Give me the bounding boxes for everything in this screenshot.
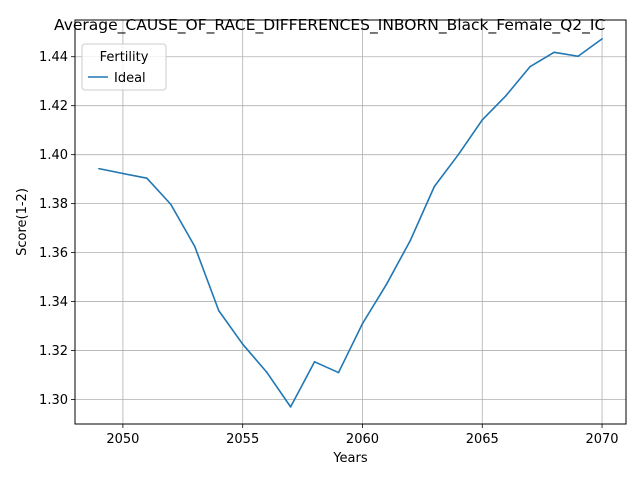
y-tick-label-2: 1.34 xyxy=(39,295,68,310)
y-tick-label-5: 1.40 xyxy=(39,148,68,163)
data-point-2065 xyxy=(481,119,483,121)
x-tick-label-2060: 2060 xyxy=(346,432,379,447)
data-point-2069 xyxy=(577,55,579,57)
data-point-2063 xyxy=(434,186,436,188)
data-point-2058 xyxy=(314,361,316,363)
data-point-2054 xyxy=(218,310,220,312)
x-tick-label-2050: 2050 xyxy=(106,432,139,447)
data-point-2059 xyxy=(338,372,340,374)
data-point-2067 xyxy=(529,66,531,68)
y-tick-label-3: 1.36 xyxy=(39,246,68,261)
legend: Fertility Ideal xyxy=(82,44,166,90)
y-tick-label-1: 1.32 xyxy=(39,344,68,359)
y-tick-label-0: 1.30 xyxy=(39,393,68,408)
data-point-2064 xyxy=(458,154,460,156)
series-line-0 xyxy=(99,39,602,407)
data-point-2057 xyxy=(290,406,292,408)
x-tick-label-2065: 2065 xyxy=(466,432,499,447)
data-point-2055 xyxy=(242,343,244,345)
chart-title: Average_CAUSE_OF_RACE_DIFFERENCES_INBORN… xyxy=(54,16,605,35)
x-tick-label-2055: 2055 xyxy=(226,432,259,447)
y-tick-label-6: 1.42 xyxy=(39,99,68,114)
y-axis-ticks: 1.30 1.32 1.34 1.36 1.38 1.40 1.42 1.44 xyxy=(39,50,75,408)
data-point-2050 xyxy=(122,173,124,175)
data-point-2061 xyxy=(386,284,388,286)
y-tick-label-4: 1.38 xyxy=(39,197,68,212)
data-point-2052 xyxy=(170,204,172,206)
data-point-2053 xyxy=(194,246,196,248)
x-axis-label: Years xyxy=(332,451,368,466)
data-point-2062 xyxy=(410,240,412,242)
y-tick-label-7: 1.44 xyxy=(39,50,68,65)
data-point-2051 xyxy=(146,177,148,179)
data-point-2056 xyxy=(266,371,268,373)
data-point-2070 xyxy=(601,38,603,40)
data-point-2049 xyxy=(98,168,100,170)
data-point-2066 xyxy=(505,95,507,97)
x-tick-label-2070: 2070 xyxy=(585,432,618,447)
legend-entry-ideal: Ideal xyxy=(114,71,146,86)
legend-title: Fertility xyxy=(100,50,149,65)
data-point-2068 xyxy=(553,52,555,54)
x-axis-ticks: 2050 2055 2060 2065 2070 xyxy=(106,424,618,447)
data-point-2060 xyxy=(362,323,364,325)
series-lines xyxy=(98,38,603,408)
y-axis-label: Score(1-2) xyxy=(15,188,30,256)
